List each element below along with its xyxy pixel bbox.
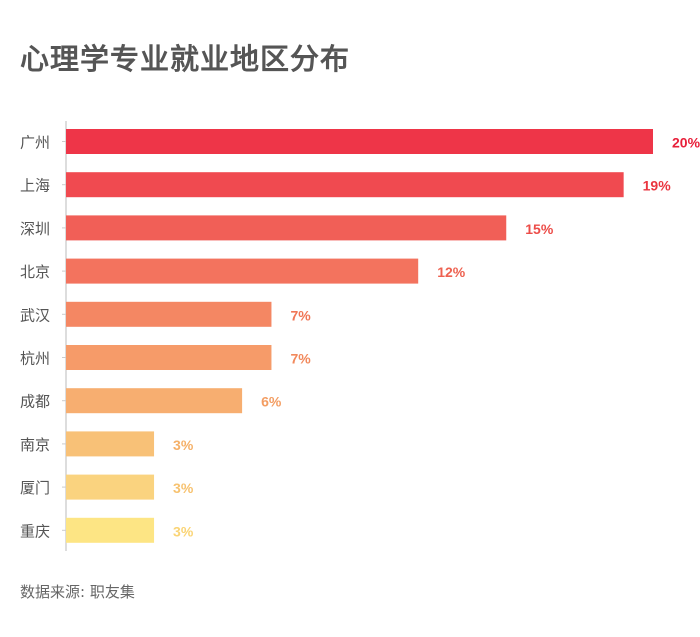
data-label: 3% (173, 437, 194, 453)
y-tick-label: 武汉 (20, 306, 50, 324)
y-tick-label: 厦门 (20, 479, 50, 497)
y-tick-label: 南京 (20, 436, 50, 454)
data-label: 6% (261, 394, 282, 410)
data-label: 19% (643, 178, 672, 194)
data-label: 3% (173, 480, 194, 496)
y-tick-label: 上海 (20, 177, 50, 195)
bar (66, 258, 419, 284)
bar (66, 301, 272, 327)
y-tick-label: 成都 (20, 393, 50, 411)
data-label: 12% (437, 264, 466, 280)
bar (66, 517, 155, 543)
bar (66, 388, 243, 414)
bar (66, 172, 624, 198)
data-source: 数据来源: 职友集 (20, 583, 135, 601)
data-label: 7% (290, 351, 311, 367)
data-label: 20% (672, 135, 700, 151)
bar (66, 345, 272, 370)
y-tick-label: 杭州 (20, 350, 50, 368)
data-label: 15% (525, 221, 554, 237)
y-tick-label: 北京 (20, 263, 50, 281)
bar (66, 129, 653, 154)
bar (66, 474, 155, 500)
y-tick-label: 深圳 (20, 220, 50, 238)
bar (66, 431, 155, 457)
data-label: 7% (290, 307, 311, 323)
data-label: 3% (173, 523, 194, 539)
y-tick-label: 重庆 (20, 522, 50, 540)
bar (66, 215, 507, 241)
chart-title: 心理学专业就业地区分布 (20, 42, 351, 76)
y-tick-label: 广州 (20, 134, 50, 152)
